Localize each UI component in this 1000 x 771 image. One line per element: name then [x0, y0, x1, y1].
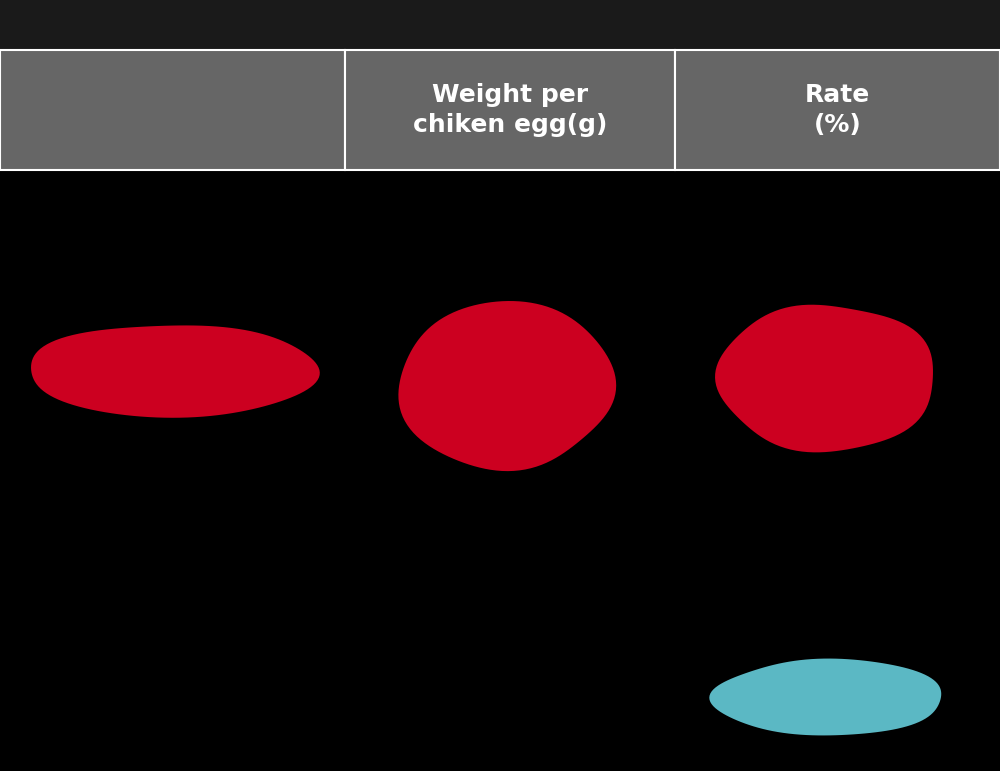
Text: Rate
(%): Rate (%)	[805, 82, 870, 137]
Bar	[345, 50, 675, 170]
Bar	[675, 50, 1000, 170]
Polygon shape	[398, 301, 616, 471]
Polygon shape	[715, 305, 933, 453]
Bar	[0, 0, 1000, 77]
Polygon shape	[31, 325, 320, 418]
Polygon shape	[709, 658, 941, 736]
Bar	[0, 50, 345, 170]
Text: Weight per
chiken egg(g): Weight per chiken egg(g)	[413, 82, 607, 137]
